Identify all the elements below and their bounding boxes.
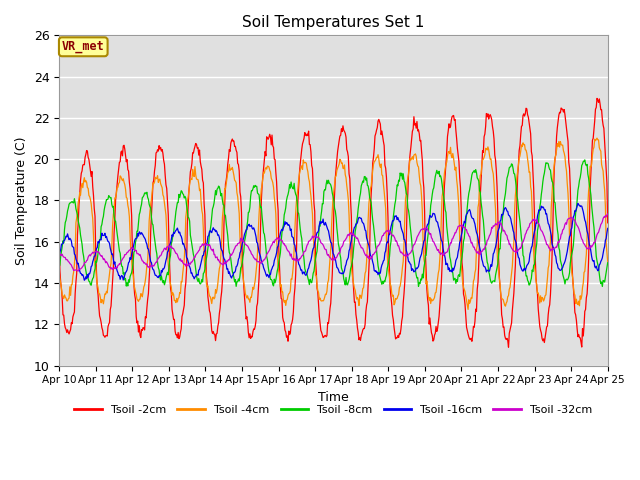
Tsoil -32cm: [74, 268, 82, 274]
Tsoil -16cm: [207, 229, 215, 235]
Tsoil -4cm: [65, 295, 73, 301]
Tsoil -32cm: [401, 253, 408, 259]
Tsoil -16cm: [55, 252, 63, 258]
Tsoil -2cm: [604, 220, 612, 226]
Tsoil -2cm: [593, 96, 601, 101]
Title: Soil Temperatures Set 1: Soil Temperatures Set 1: [242, 15, 424, 30]
Tsoil -4cm: [206, 294, 214, 300]
Tsoil -32cm: [207, 246, 215, 252]
Tsoil -8cm: [400, 178, 408, 184]
Tsoil -4cm: [400, 241, 408, 247]
Line: Tsoil -16cm: Tsoil -16cm: [59, 204, 608, 280]
Tsoil -32cm: [122, 251, 130, 257]
Tsoil -16cm: [65, 237, 73, 242]
Tsoil -32cm: [604, 211, 612, 217]
Tsoil -8cm: [598, 284, 606, 289]
Tsoil -2cm: [400, 291, 408, 297]
Tsoil -2cm: [55, 238, 63, 243]
Tsoil -32cm: [417, 227, 424, 233]
Tsoil -2cm: [177, 326, 185, 332]
Tsoil -4cm: [464, 307, 472, 312]
Text: VR_met: VR_met: [62, 40, 105, 53]
Tsoil -8cm: [177, 188, 185, 193]
Line: Tsoil -32cm: Tsoil -32cm: [59, 214, 608, 271]
Tsoil -2cm: [206, 310, 214, 316]
Tsoil -8cm: [206, 227, 214, 233]
Tsoil -16cm: [122, 269, 130, 275]
Tsoil -32cm: [55, 252, 63, 258]
Tsoil -8cm: [581, 157, 589, 163]
Tsoil -4cm: [177, 278, 185, 284]
Tsoil -4cm: [604, 259, 612, 264]
Tsoil -4cm: [55, 270, 63, 276]
Tsoil -4cm: [593, 135, 601, 141]
Tsoil -16cm: [417, 253, 424, 259]
Tsoil -16cm: [604, 226, 612, 231]
Y-axis label: Soil Temperature (C): Soil Temperature (C): [15, 136, 28, 265]
Tsoil -8cm: [65, 202, 73, 207]
Tsoil -8cm: [604, 260, 612, 265]
Tsoil -4cm: [122, 186, 129, 192]
Tsoil -2cm: [122, 153, 129, 158]
Tsoil -8cm: [55, 264, 63, 270]
Line: Tsoil -8cm: Tsoil -8cm: [59, 160, 608, 287]
Tsoil -2cm: [65, 331, 73, 337]
Tsoil -16cm: [574, 201, 582, 206]
Tsoil -4cm: [416, 180, 424, 186]
X-axis label: Time: Time: [318, 391, 349, 404]
Tsoil -32cm: [178, 257, 186, 263]
Tsoil -8cm: [416, 281, 424, 287]
Tsoil -16cm: [178, 236, 186, 242]
Tsoil -32cm: [65, 259, 73, 265]
Legend: Tsoil -2cm, Tsoil -4cm, Tsoil -8cm, Tsoil -16cm, Tsoil -32cm: Tsoil -2cm, Tsoil -4cm, Tsoil -8cm, Tsoi…: [70, 401, 597, 420]
Tsoil -2cm: [505, 344, 513, 350]
Tsoil -16cm: [401, 237, 408, 243]
Tsoil -16cm: [81, 277, 88, 283]
Line: Tsoil -2cm: Tsoil -2cm: [59, 98, 608, 347]
Tsoil -2cm: [416, 138, 424, 144]
Line: Tsoil -4cm: Tsoil -4cm: [59, 138, 608, 310]
Tsoil -8cm: [122, 276, 129, 282]
